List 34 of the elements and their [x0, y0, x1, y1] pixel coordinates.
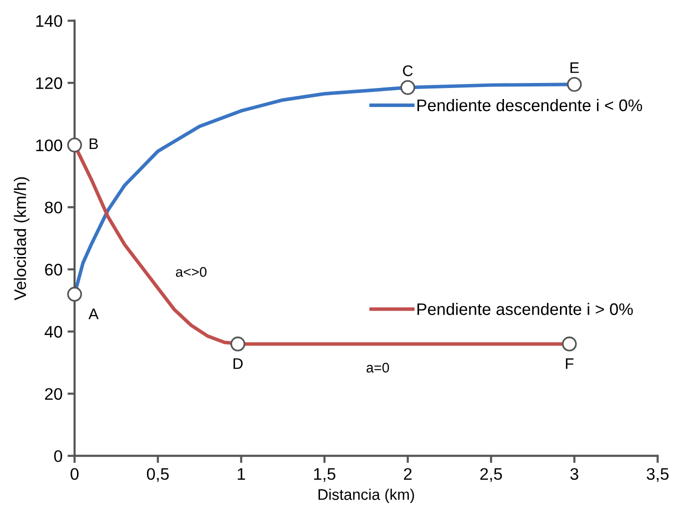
y-tick-label: 80: [44, 202, 62, 214]
x-tick-label: 1,5: [314, 468, 336, 482]
annotation: C: [403, 65, 413, 76]
x-tick-label: 0,5: [146, 468, 169, 482]
point: [67, 286, 82, 302]
y-tick-label: 60: [45, 264, 62, 276]
legend-label: Pendiente ascendente i > 0%: [417, 302, 633, 316]
x-tick-label: 2,5: [480, 468, 502, 482]
y-tick-label: 0: [54, 450, 62, 462]
annotation: a<>0: [176, 266, 206, 277]
x-tick-label: 3: [570, 468, 578, 480]
annotation: a=0: [366, 362, 390, 373]
y-tick-label: 140: [36, 15, 62, 27]
y-tick-label: 120: [36, 77, 62, 90]
y-tick-label: 20: [45, 388, 62, 400]
annotation: D: [234, 358, 243, 369]
point: [400, 80, 416, 95]
point: [566, 77, 582, 92]
x-tick-label: 2: [404, 468, 412, 480]
annotation: B: [90, 138, 98, 149]
annotation: F: [566, 358, 574, 369]
point: [562, 336, 577, 352]
y-tick-label: 40: [44, 326, 62, 338]
point: [230, 336, 246, 352]
annotation: E: [570, 62, 579, 73]
annotation: A: [88, 308, 99, 320]
y-axis-title: Velocidad (km/h): [14, 177, 30, 300]
x-tick-label: 0: [70, 468, 79, 480]
x-tick-label: 1: [238, 468, 245, 480]
point: [67, 138, 82, 152]
x-tick-label: 3,5: [646, 468, 669, 482]
x-axis-title: Distancia (km): [318, 488, 414, 503]
y-tick-label: 100: [36, 139, 62, 152]
legend-label: Pendiente descendente i < 0%: [417, 98, 642, 112]
